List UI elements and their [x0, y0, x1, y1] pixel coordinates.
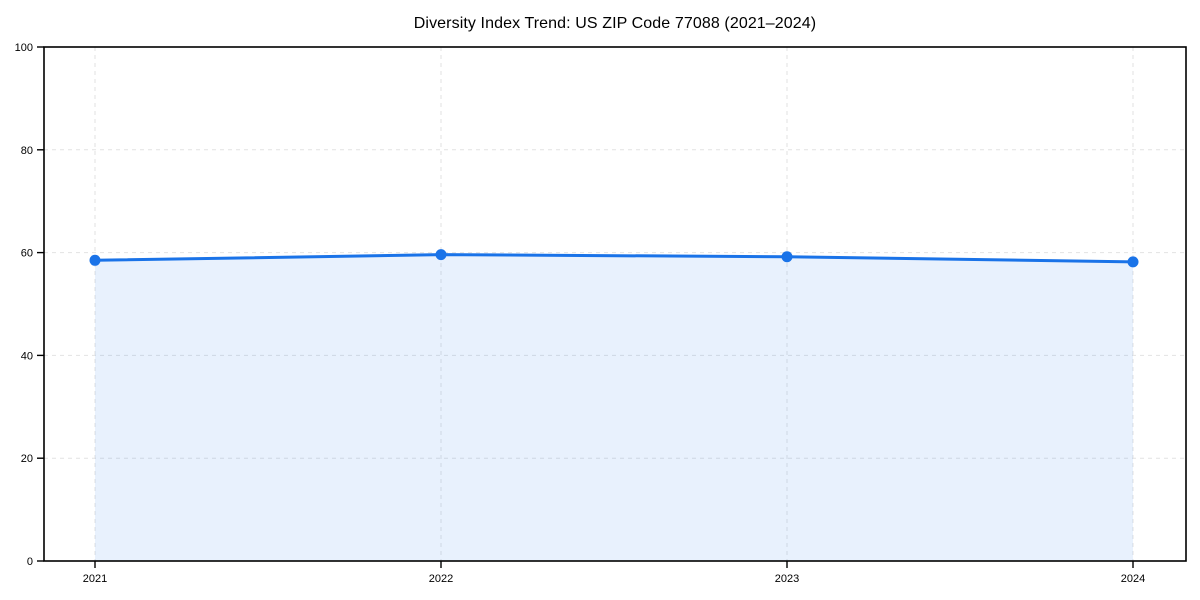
data-point-2022: [435, 249, 447, 261]
data-point-2023: [781, 251, 793, 263]
plot-background: [44, 47, 1186, 561]
data-point-2021: [89, 254, 101, 266]
y-tick-label: 40: [21, 350, 33, 362]
y-tick-label: 0: [27, 556, 33, 568]
chart-title: Diversity Index Trend: US ZIP Code 77088…: [413, 15, 817, 32]
y-tick-label: 80: [21, 145, 33, 157]
x-tick-label: 2022: [429, 573, 453, 585]
x-tick-label: 2021: [83, 573, 107, 585]
data-point-2024: [1127, 256, 1139, 268]
y-tick-label: 60: [21, 248, 33, 260]
trend-line: [93, 253, 1135, 264]
y-tick-label: 20: [21, 453, 33, 465]
x-tick-label: 2023: [775, 573, 799, 585]
area-fill: [95, 254, 1133, 561]
axis-spines: [43, 46, 1187, 562]
x-tick-label: 2024: [1121, 573, 1145, 585]
y-tick-label: 100: [15, 42, 33, 54]
